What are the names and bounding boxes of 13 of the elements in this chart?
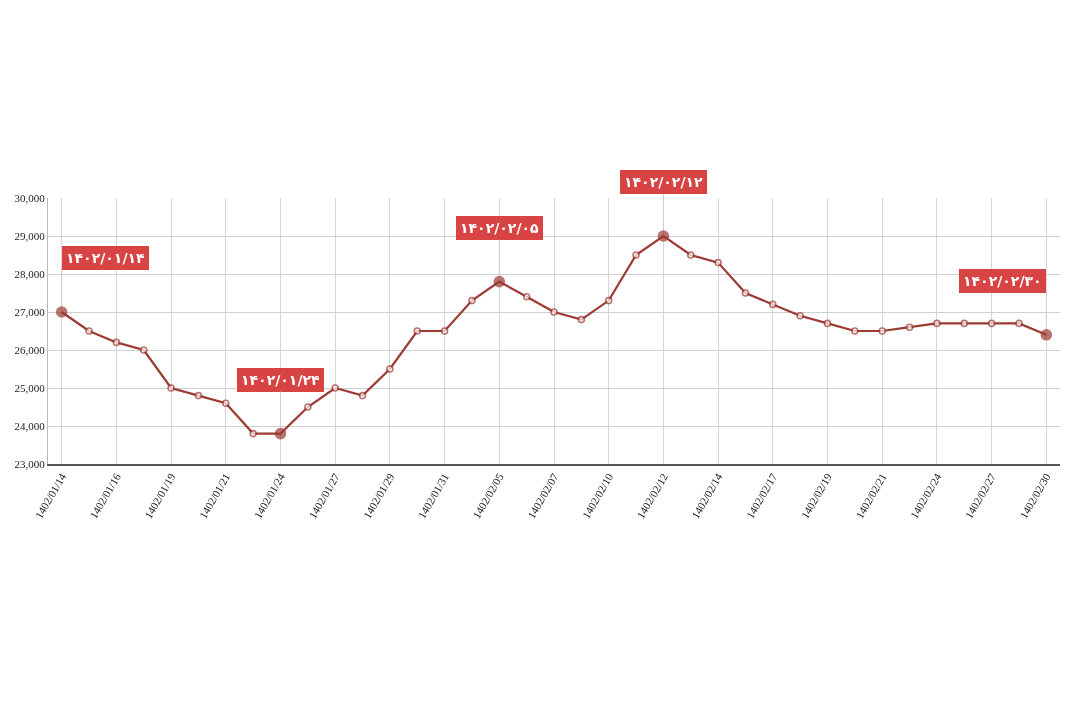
annotation: ۱۴۰۲/۰۲/۰۵ [460,220,540,236]
annotation: ۱۴۰۲/۰۲/۳۰ [963,273,1042,289]
annotation: ۱۴۰۲/۰۲/۱۲ [624,174,704,190]
y-tick-label: 25,000 [14,381,46,394]
y-tick-label: 24,000 [14,419,46,432]
annotation: ۱۴۰۲/۰۱/۲۴ [241,372,321,388]
y-tick-label: 29,000 [14,229,46,242]
y-tick-label: 28,000 [14,267,46,280]
y-tick-label: 27,000 [14,305,46,318]
annotation: ۱۴۰۲/۰۱/۱۴ [66,250,146,266]
y-tick-label: 30,000 [14,191,46,204]
y-tick-label: 23,000 [14,457,46,470]
y-tick-label: 26,000 [14,343,46,356]
